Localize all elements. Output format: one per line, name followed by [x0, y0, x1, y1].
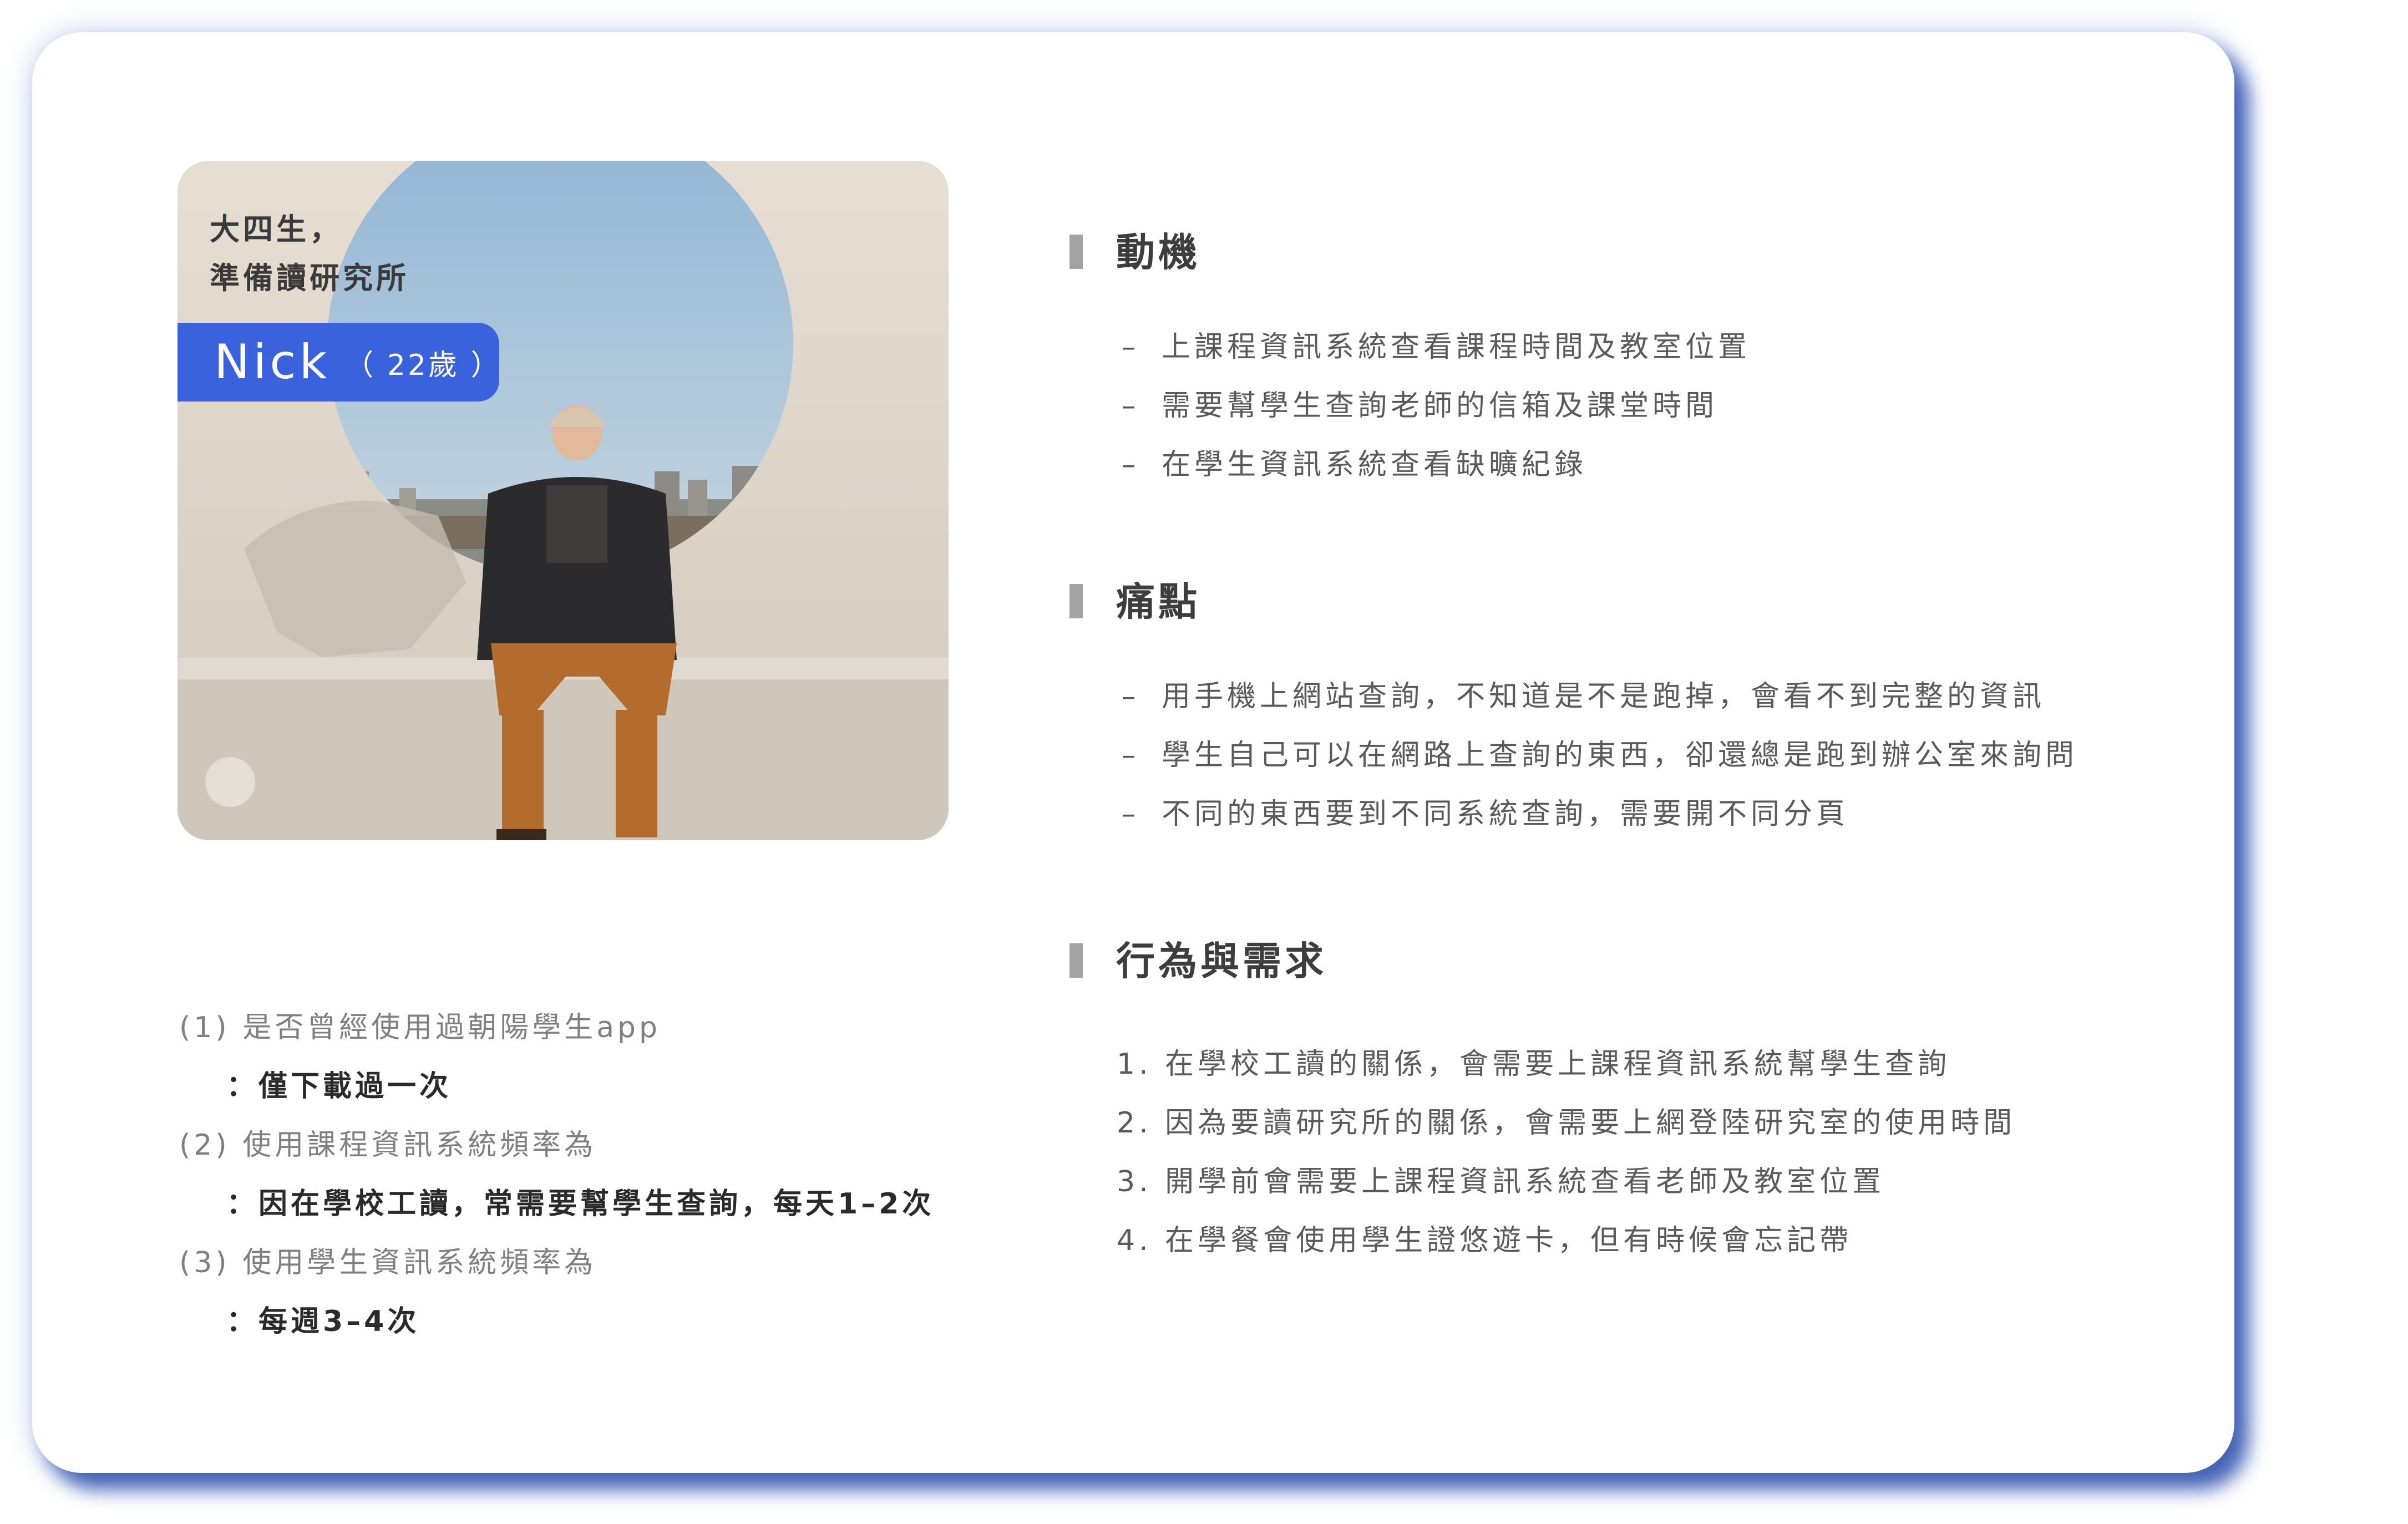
list-item-text: 需要幫學生查詢老師的信箱及課堂時間	[1162, 389, 1718, 423]
list-item: – 學生自己可以在網路上查詢的東西，卻還總是跑到辦公室來詢問	[1119, 726, 2078, 785]
question: (1) 是否曾經使用過朝陽學生app	[179, 1011, 661, 1044]
answer: ：僅下載過一次	[226, 1070, 452, 1103]
answer: ：每週3–4次	[226, 1305, 420, 1338]
section-title-motivation: 動機	[1069, 227, 1200, 277]
persona-age: （ 22歲 ）	[344, 348, 502, 382]
section-marker	[1069, 234, 1083, 269]
section-title-pain-points: 痛點	[1069, 577, 1200, 627]
caption-line-1: 大四生，	[210, 212, 343, 247]
list-item: – 需要幫學生查詢老師的信箱及課堂時間	[1119, 377, 1751, 435]
persona-card: 大四生， 準備讀研究所 Nick （ 22歲 ） 動機 – 上課程資訊系統查看課程…	[32, 32, 2234, 1473]
list-item: 2. 因為要讀研究所的關係，會需要上網登陸研究室的使用時間	[1117, 1106, 2016, 1140]
list-item: 4. 在學餐會使用學生證悠遊卡，但有時候會忘記帶	[1117, 1224, 1853, 1257]
dash-marker: –	[1121, 331, 1140, 364]
section-title-behavior: 行為與需求	[1069, 936, 1327, 986]
section-title-text: 痛點	[1116, 579, 1200, 624]
motivation-list: – 上課程資訊系統查看課程時間及教室位置 – 需要幫學生查詢老師的信箱及課堂時間 –…	[1119, 318, 1751, 494]
dash-marker: –	[1121, 680, 1140, 713]
pain-points-list: – 用手機上網站查詢，不知道是不是跑掉，會看不到完整的資訊 – 學生自己可以在網路上…	[1119, 667, 2078, 844]
list-item: – 用手機上網站查詢，不知道是不是跑掉，會看不到完整的資訊	[1119, 667, 2078, 726]
list-item-text: 學生自己可以在網路上查詢的東西，卻還總是跑到辦公室來詢問	[1162, 739, 2079, 772]
list-item-text: 在學生資訊系統查看缺曠紀錄	[1162, 448, 1588, 481]
dash-marker: –	[1121, 739, 1140, 772]
dash-marker: –	[1121, 797, 1140, 831]
list-item-text: 不同的東西要到不同系統查詢，需要開不同分頁	[1162, 797, 1849, 831]
list-item: – 不同的東西要到不同系統查詢，需要開不同分頁	[1119, 785, 2078, 844]
list-item: – 上課程資訊系統查看課程時間及教室位置	[1119, 318, 1751, 377]
list-item-text: 上課程資訊系統查看課程時間及教室位置	[1162, 331, 1751, 364]
dash-marker: –	[1121, 448, 1140, 481]
name-badge: Nick （ 22歲 ）	[178, 323, 502, 402]
section-title-text: 動機	[1116, 230, 1200, 275]
persona-photo: 大四生， 準備讀研究所 Nick （ 22歲 ）	[178, 161, 949, 840]
caption-line-2: 準備讀研究所	[210, 261, 409, 296]
dash-marker: –	[1121, 389, 1140, 423]
section-marker	[1069, 583, 1083, 618]
persona-photo-illustration	[178, 161, 949, 840]
list-item: – 在學生資訊系統查看缺曠紀錄	[1119, 435, 1751, 494]
interview-qa: (1) 是否曾經使用過朝陽學生app ：僅下載過一次 (2) 使用課程資訊系統頻…	[179, 998, 934, 1351]
question: (2) 使用課程資訊系統頻率為	[179, 1129, 597, 1162]
section-title-text: 行為與需求	[1116, 938, 1327, 984]
list-item: 1. 在學校工讀的關係，會需要上課程資訊系統幫學生查詢	[1117, 1048, 1951, 1081]
list-item: 3. 開學前會需要上課程資訊系統查看老師及教室位置	[1117, 1165, 1885, 1198]
question: (3) 使用學生資訊系統頻率為	[179, 1246, 597, 1279]
behavior-list: 1. 在學校工讀的關係，會需要上課程資訊系統幫學生查詢 2. 因為要讀研究所的關…	[1117, 1035, 2016, 1270]
list-item-text: 用手機上網站查詢，不知道是不是跑掉，會看不到完整的資訊	[1162, 680, 2046, 713]
section-marker	[1069, 943, 1083, 978]
persona-name: Nick	[214, 334, 331, 390]
answer: ：因在學校工讀，常需要幫學生查詢，每天1–2次	[226, 1187, 935, 1221]
persona-caption: 大四生， 準備讀研究所	[210, 205, 409, 303]
